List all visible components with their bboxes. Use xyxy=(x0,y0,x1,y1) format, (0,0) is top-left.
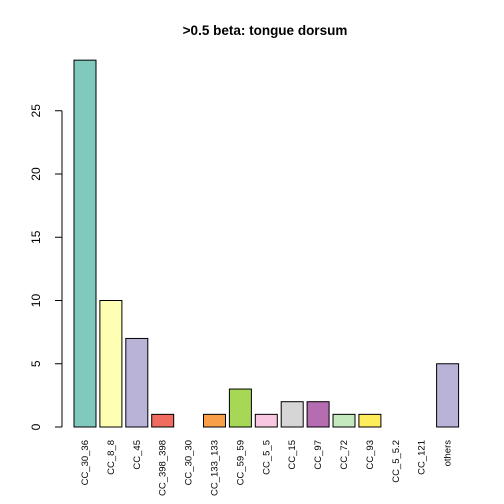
bar-cc-30-36 xyxy=(73,59,97,428)
x-tick-label: CC_72 xyxy=(339,440,350,470)
bar-others xyxy=(436,363,460,428)
bar-cc-5-5 xyxy=(254,413,278,428)
y-tick-label: 25 xyxy=(29,104,43,118)
x-tick-label: CC_59_59 xyxy=(235,440,246,485)
x-tick-label: CC_30_30 xyxy=(184,440,195,485)
x-tick-label: CC_398_398 xyxy=(158,440,169,496)
x-tick-label: CC_133_133 xyxy=(210,440,221,496)
x-tick-label: CC_5_5 xyxy=(261,440,272,475)
x-tick-label: CC_5_5.2 xyxy=(391,440,402,483)
x-tick-label: CC_121 xyxy=(417,440,428,475)
bar-cc-45 xyxy=(125,337,149,428)
y-tick-label: 10 xyxy=(29,294,43,308)
x-tick-label: CC_30_36 xyxy=(80,440,91,485)
y-tick-label: 15 xyxy=(29,230,43,244)
bar-cc-8-8 xyxy=(99,300,123,428)
x-tick-label: CC_93 xyxy=(365,440,376,470)
bar-cc-59-59 xyxy=(228,388,252,428)
chart-title: >0.5 beta: tongue dorsum xyxy=(183,23,348,38)
bar-cc-15 xyxy=(280,401,304,428)
bar-cc-72 xyxy=(332,413,356,428)
x-tick-labels: CC_30_36 CC_8_8 CC_45 CC_398_398 CC_30_30 CC_… xyxy=(80,440,454,496)
y-tick-label: 20 xyxy=(29,167,43,181)
bar-cc-97 xyxy=(306,401,330,428)
x-tick-label: CC_97 xyxy=(313,440,324,470)
bar-cc-398-398 xyxy=(151,413,175,428)
y-axis: 0 5 10 15 20 25 xyxy=(29,104,63,430)
x-tick-label: CC_15 xyxy=(287,440,298,470)
bar-cc-93 xyxy=(358,413,382,428)
y-tick-label: 5 xyxy=(29,360,43,367)
bar-cc-133-133 xyxy=(203,413,226,428)
x-tick-label: others xyxy=(443,440,454,467)
bars-group xyxy=(73,59,460,428)
y-tick-label: 0 xyxy=(29,423,43,430)
x-tick-label: CC_8_8 xyxy=(106,440,117,475)
x-tick-label: CC_45 xyxy=(132,440,143,470)
